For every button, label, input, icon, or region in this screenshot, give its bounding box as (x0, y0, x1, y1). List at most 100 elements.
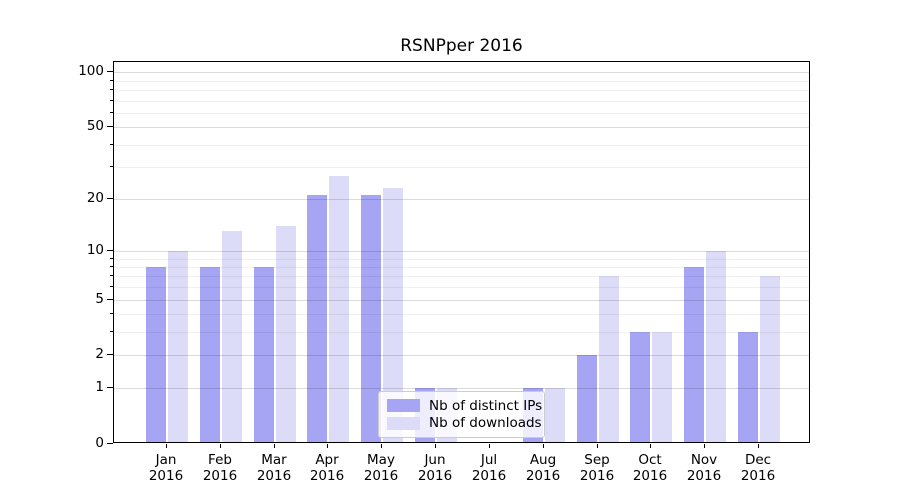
bar-downloads (329, 175, 350, 442)
x-tick-month: Nov (690, 452, 718, 468)
x-tick-year: 2016 (525, 468, 561, 484)
bar-distinct-ips (684, 266, 705, 442)
x-tick-mark (220, 444, 221, 448)
x-tick-mark (543, 444, 544, 448)
x-tick-label-apr: Apr 2016 (295, 452, 359, 484)
major-gridline (114, 127, 809, 128)
y-minor-tick-mark (110, 89, 113, 90)
minor-gridline (114, 81, 809, 82)
legend: Nb of distinct IPs Nb of downloads (378, 391, 545, 438)
bars-layer (114, 62, 809, 442)
major-gridline (114, 72, 809, 73)
major-gridline (114, 199, 809, 200)
legend-item-label: Nb of downloads (429, 415, 542, 432)
legend-swatch-icon (387, 416, 420, 430)
bar-downloads (168, 250, 188, 442)
x-tick-mark (597, 444, 598, 448)
x-tick-mark (758, 444, 759, 448)
bar-downloads (760, 276, 781, 442)
y-tick-label: 50 (86, 118, 104, 134)
x-tick-month: Jul (480, 452, 498, 468)
x-tick-label-nov: Nov 2016 (672, 452, 736, 484)
major-gridline (114, 388, 809, 389)
x-tick-label-jan: Jan 2016 (134, 452, 198, 484)
y-minor-tick-mark (110, 275, 113, 276)
major-gridline (114, 300, 809, 301)
minor-gridline (114, 276, 809, 277)
x-tick-mark (166, 444, 167, 448)
x-tick-year: 2016 (363, 468, 399, 484)
y-tick-label: 1 (95, 379, 104, 395)
bar-distinct-ips (199, 266, 220, 442)
x-tick-year: 2016 (309, 468, 345, 484)
x-tick-label-aug: Aug 2016 (511, 452, 575, 484)
y-minor-tick-mark (110, 313, 113, 314)
x-tick-year: 2016 (632, 468, 668, 484)
y-tick-mark (107, 299, 113, 300)
x-tick-year: 2016 (579, 468, 615, 484)
x-tick-year: 2016 (256, 468, 292, 484)
x-tick-label-oct: Oct 2016 (618, 452, 682, 484)
bar-distinct-ips (630, 332, 651, 442)
y-tick-mark (107, 126, 113, 127)
y-minor-tick-mark (110, 166, 113, 167)
x-tick-month: Jan (155, 452, 177, 468)
minor-gridline (114, 287, 809, 288)
y-tick-mark (107, 443, 113, 444)
minor-gridline (114, 332, 809, 333)
minor-gridline (114, 259, 809, 260)
y-minor-tick-mark (110, 100, 113, 101)
legend-item-distinct-ips: Nb of distinct IPs (387, 397, 542, 415)
y-minor-tick-mark (110, 80, 113, 81)
x-tick-label-mar: Mar 2016 (242, 452, 306, 484)
y-minor-tick-mark (110, 286, 113, 287)
x-tick-year: 2016 (148, 468, 184, 484)
bar-distinct-ips (253, 266, 274, 442)
x-tick-mark (274, 444, 275, 448)
y-minor-tick-mark (110, 112, 113, 113)
legend-item-label: Nb of distinct IPs (429, 397, 543, 414)
x-tick-month: Dec (744, 452, 772, 468)
y-tick-label: 0 (95, 435, 104, 451)
y-tick-label: 10 (86, 242, 104, 258)
x-tick-mark (327, 444, 328, 448)
bar-downloads (706, 250, 727, 442)
major-gridline (114, 355, 809, 356)
x-tick-label-dec: Dec 2016 (726, 452, 790, 484)
x-tick-month: Aug (529, 452, 557, 468)
y-tick-label: 100 (78, 63, 104, 79)
y-tick-mark (107, 198, 113, 199)
legend-swatch-icon (387, 399, 420, 413)
chart-title: RSNPper 2016 (400, 36, 523, 56)
y-tick-mark (107, 250, 113, 251)
bar-distinct-ips (738, 332, 759, 442)
y-tick-mark (107, 354, 113, 355)
bar-downloads (275, 225, 296, 442)
y-minor-tick-mark (110, 144, 113, 145)
x-tick-month: Jun (424, 452, 446, 468)
bar-distinct-ips (576, 355, 597, 442)
x-tick-mark (704, 444, 705, 448)
minor-gridline (114, 267, 809, 268)
x-tick-mark (489, 444, 490, 448)
minor-gridline (114, 167, 809, 168)
y-minor-tick-mark (110, 266, 113, 267)
y-tick-label: 5 (95, 291, 104, 307)
y-tick-label: 20 (86, 190, 104, 206)
x-tick-mark (650, 444, 651, 448)
y-tick-label: 2 (95, 346, 104, 362)
grid-layer (114, 62, 809, 442)
x-tick-month: Feb (208, 452, 232, 468)
bar-downloads (383, 187, 404, 442)
bar-downloads (544, 388, 565, 442)
x-tick-year: 2016 (202, 468, 238, 484)
y-minor-tick-mark (110, 331, 113, 332)
x-tick-label-feb: Feb 2016 (188, 452, 252, 484)
legend-item-downloads: Nb of downloads (387, 415, 542, 433)
minor-gridline (114, 90, 809, 91)
bar-downloads (652, 332, 673, 442)
x-tick-month: Apr (315, 452, 339, 468)
x-tick-label-jun: Jun 2016 (403, 452, 467, 484)
x-tick-month: May (367, 452, 395, 468)
